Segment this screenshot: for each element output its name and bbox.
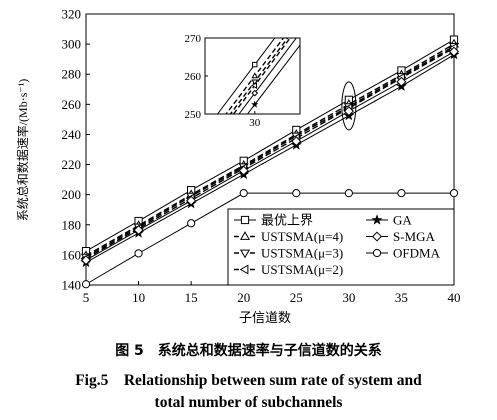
- inset-frame: [204, 37, 301, 115]
- legend-marker-0: [240, 215, 250, 225]
- legend-marker-3: [239, 264, 249, 275]
- y-axis-label: 系统总和数据速率/(Mb·s⁻¹): [15, 79, 30, 222]
- x-tick-label-10: 10: [132, 290, 145, 305]
- legend-label-5: S-MGA: [393, 229, 436, 244]
- y-tick-label-180: 180: [62, 217, 82, 232]
- inset-series-line-4: [246, 44, 300, 114]
- x-tick-label-25: 25: [290, 290, 303, 305]
- inset-y-tick-label-260: 260: [185, 71, 202, 83]
- series-5-point-30: [343, 106, 354, 117]
- series-line-2: [85, 45, 455, 258]
- zoom-highlight-ellipse: [341, 81, 357, 131]
- legend-label-2: USTSMA(μ=3): [261, 246, 343, 261]
- series-6-point-30: [344, 189, 353, 198]
- series-5-point-5: [80, 255, 92, 266]
- series-5-point-40: [448, 46, 460, 57]
- series-6-point-5: [81, 280, 91, 289]
- x-axis-label: 子信道数: [239, 310, 291, 325]
- legend-label-6: OFDMA: [393, 246, 441, 261]
- y-tick-label-220: 220: [62, 157, 82, 172]
- series-6-point-10: [134, 249, 143, 258]
- x-tick-label-40: 40: [448, 290, 461, 305]
- legend-label-4: GA: [393, 213, 412, 228]
- inset-zoom: 250 260 270 30: [185, 33, 301, 129]
- series-line-3: [85, 47, 455, 260]
- series-6-point-15: [187, 219, 196, 228]
- y-tick-label-140: 140: [62, 278, 82, 293]
- series-5-point-10: [133, 225, 144, 236]
- series-6-point-40: [449, 189, 459, 198]
- y-tick-label-320: 320: [62, 7, 82, 22]
- inset-series-4-marker: [251, 100, 259, 108]
- figure-caption-en-line1: Fig.5 Relationship between sum rate of s…: [75, 372, 422, 389]
- series-5-point-25: [291, 136, 302, 147]
- legend-box: [227, 208, 455, 286]
- legend-label-3: USTSMA(μ=2): [261, 262, 343, 277]
- series-line-0: [85, 39, 455, 252]
- x-tick-label-20: 20: [237, 290, 250, 305]
- series-line-4: [85, 54, 455, 263]
- y-tick-label-300: 300: [62, 37, 82, 52]
- series-line-5: [85, 51, 455, 261]
- inset-series-5-marker: [251, 89, 259, 97]
- x-tick-label-30: 30: [342, 290, 355, 305]
- series-line-1: [85, 43, 455, 257]
- figure-caption-en-line2: total number of subchannels: [154, 394, 343, 411]
- inset-series-line-3: [232, 38, 291, 114]
- inset-series-line-0: [216, 38, 276, 114]
- series-line-6: [85, 192, 454, 285]
- inset-x-tick-label: 30: [249, 117, 261, 129]
- legend-marker-5: [371, 231, 383, 242]
- y-tick-label-280: 280: [62, 67, 82, 82]
- series-6-point-25: [292, 189, 301, 198]
- legend-label-1: USTSMA(μ=4): [261, 229, 343, 244]
- main-plot-area: 5 10 15 20 25 30 35 40 140 160 180 200 220 240 260 280 3…: [62, 7, 461, 306]
- inset-series-1-marker: [251, 72, 259, 79]
- inset-y-tick-label-270: 270: [185, 33, 202, 45]
- series-5-point-20: [238, 165, 249, 176]
- series-6-point-20: [239, 189, 248, 198]
- legend-marker-4: [371, 214, 383, 225]
- figure-caption-cn: 图 5 系统总和数据速率与子信道数的关系: [115, 343, 382, 359]
- y-tick-label-260: 260: [62, 97, 82, 112]
- inset-series-line-2: [229, 38, 289, 114]
- series-5-point-15: [186, 195, 197, 206]
- legend-label-0: 最优上界: [261, 213, 313, 228]
- x-tick-label-15: 15: [185, 290, 198, 305]
- y-tick-label-200: 200: [62, 187, 82, 202]
- inset-series-group: [216, 38, 300, 114]
- legend-marker-2: [239, 249, 251, 259]
- inset-series-2-marker: [251, 79, 259, 86]
- legend-marker-1: [239, 231, 251, 240]
- y-tick-label-240: 240: [62, 127, 82, 142]
- inset-series-0-marker: [252, 61, 258, 68]
- series-5-point-35: [396, 76, 407, 87]
- rate-vs-subchannels-chart: 5 10 15 20 25 30 35 40 140 160 180 200 220 240 260 280 3…: [15, 7, 461, 326]
- series-6-point-35: [397, 189, 406, 198]
- inset-series-line-5: [238, 38, 297, 114]
- inset-y-tick-label-250: 250: [185, 109, 202, 121]
- inset-series-3-marker: [251, 82, 258, 89]
- x-tick-label-5: 5: [83, 290, 90, 305]
- x-tick-label-35: 35: [395, 290, 408, 305]
- legend-marker-6: [372, 248, 382, 258]
- y-tick-label-160: 160: [62, 247, 82, 262]
